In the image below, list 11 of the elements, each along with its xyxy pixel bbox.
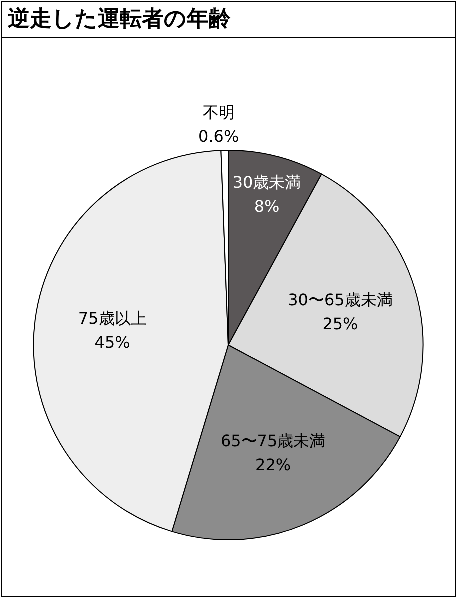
data-label: 0.6% [198, 126, 240, 146]
data-label: 45% [94, 332, 130, 352]
data-label: 25% [322, 314, 358, 334]
slice-label: 65〜75歳未満 [220, 432, 326, 451]
data-label: 22% [256, 456, 292, 475]
slice-label: 30歳未満 [232, 172, 302, 192]
data-label: 8% [254, 196, 280, 216]
slice-label: 75歳以上 [78, 308, 147, 328]
slice-label: 30〜65歳未満 [288, 290, 393, 310]
chart-title: 逆走した運転者の年齢 [8, 6, 231, 34]
slice-label: 不明 [202, 102, 235, 122]
